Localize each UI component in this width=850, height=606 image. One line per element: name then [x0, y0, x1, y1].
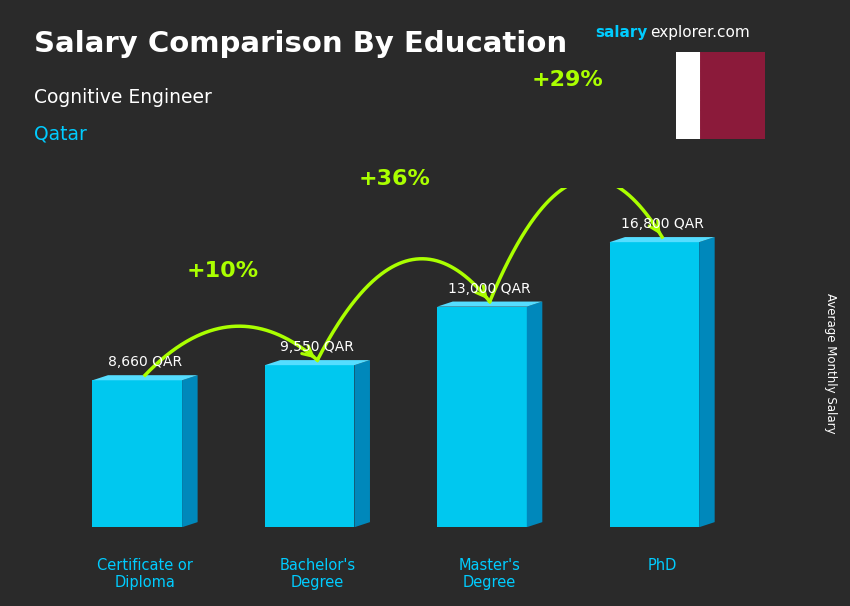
Text: Average Monthly Salary: Average Monthly Salary: [824, 293, 837, 434]
Polygon shape: [700, 52, 709, 61]
Polygon shape: [437, 302, 542, 307]
Polygon shape: [609, 237, 715, 242]
Text: Cognitive Engineer: Cognitive Engineer: [34, 88, 212, 107]
Text: 9,550 QAR: 9,550 QAR: [280, 340, 354, 354]
Text: Master's
Degree: Master's Degree: [459, 558, 521, 590]
Polygon shape: [700, 101, 709, 110]
Polygon shape: [700, 61, 709, 71]
Polygon shape: [527, 302, 542, 527]
Polygon shape: [700, 237, 715, 527]
Bar: [609, 242, 700, 527]
Bar: [265, 365, 354, 527]
Text: Bachelor's
Degree: Bachelor's Degree: [280, 558, 355, 590]
Text: Salary Comparison By Education: Salary Comparison By Education: [34, 30, 567, 58]
Polygon shape: [265, 360, 370, 365]
Text: salary: salary: [595, 25, 648, 41]
Polygon shape: [700, 120, 709, 130]
Text: 13,000 QAR: 13,000 QAR: [449, 282, 531, 296]
Polygon shape: [700, 81, 709, 90]
Polygon shape: [700, 71, 709, 81]
Polygon shape: [93, 375, 197, 381]
Text: explorer.com: explorer.com: [650, 25, 750, 41]
Text: 16,800 QAR: 16,800 QAR: [620, 217, 704, 231]
Bar: [437, 307, 527, 527]
Text: Qatar: Qatar: [34, 124, 87, 143]
Polygon shape: [354, 360, 370, 527]
Bar: [93, 381, 182, 527]
Polygon shape: [700, 110, 709, 120]
Polygon shape: [182, 375, 197, 527]
Bar: [676, 52, 700, 139]
Polygon shape: [700, 90, 709, 101]
Text: +29%: +29%: [531, 70, 604, 90]
Text: 8,660 QAR: 8,660 QAR: [108, 355, 182, 369]
Text: +36%: +36%: [359, 168, 431, 188]
Text: +10%: +10%: [186, 261, 258, 281]
Text: PhD: PhD: [648, 558, 677, 573]
Polygon shape: [700, 130, 709, 139]
Text: Certificate or
Diploma: Certificate or Diploma: [97, 558, 193, 590]
